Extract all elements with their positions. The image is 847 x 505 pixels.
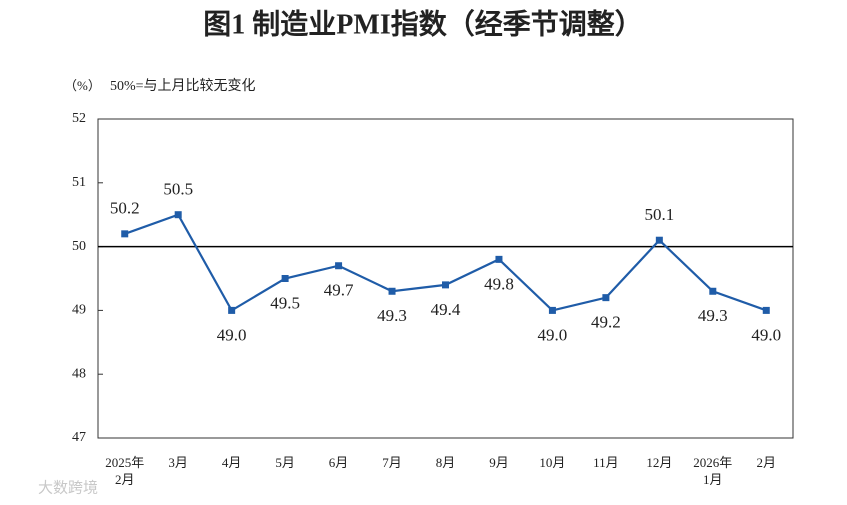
watermark: 大数跨境 [38, 478, 98, 496]
value-label: 49.0 [751, 325, 781, 344]
x-tick-label: 12月 [646, 455, 673, 470]
marker [388, 287, 396, 295]
marker [762, 306, 770, 314]
y-tick-label: 49 [72, 303, 86, 318]
plot-frame [97, 118, 794, 439]
x-tick-label: 2025年 2月 [105, 455, 145, 487]
chart-title: 图1 制造业PMI指数（经季节调整） [203, 7, 642, 40]
x-tick-label: 2月 [756, 455, 777, 470]
x-tick-label: 3月 [168, 455, 188, 470]
value-label: 49.3 [698, 306, 728, 325]
value-label: 49.4 [431, 300, 461, 319]
x-tick-label: 2026年 1月 [693, 455, 733, 487]
x-tick-label: 4月 [221, 455, 242, 470]
value-label: 50.5 [163, 180, 193, 199]
marker [281, 275, 289, 282]
annotation: 50%=与上月比较无变化 [110, 78, 256, 94]
value-label: 49.3 [377, 306, 407, 325]
x-tick-label: 6月 [328, 455, 349, 470]
value-label: 49.7 [324, 281, 354, 300]
value-label: 49.0 [217, 325, 247, 344]
x-tick-label: 9月 [489, 455, 509, 470]
marker [174, 211, 182, 219]
y-tick-label: 52 [72, 111, 86, 126]
value-label: 50.1 [644, 205, 674, 224]
x-tick-label: 10月 [539, 455, 566, 470]
y-tick-label: 50 [72, 239, 86, 254]
y-tick-label: 48 [72, 366, 86, 381]
marker [655, 236, 663, 244]
y-unit: （%） [64, 78, 101, 93]
marker [121, 230, 129, 238]
value-label: 49.8 [484, 274, 514, 293]
value-label: 50.2 [110, 199, 140, 218]
x-tick-label: 8月 [435, 455, 456, 470]
value-label: 49.0 [538, 325, 568, 344]
marker [442, 281, 449, 289]
value-label: 49.5 [270, 293, 300, 312]
y-tick-label: 47 [72, 430, 86, 445]
marker [709, 287, 717, 295]
value-label: 49.2 [591, 313, 621, 332]
x-tick-label: 7月 [382, 455, 402, 470]
marker [602, 294, 610, 302]
x-tick-label: 5月 [275, 455, 295, 470]
y-tick-label: 51 [72, 175, 86, 190]
marker [335, 262, 343, 270]
series-line [124, 213, 767, 312]
marker [228, 306, 236, 314]
x-tick-label: 11月 [593, 455, 619, 470]
marker [548, 306, 556, 314]
marker [495, 255, 503, 263]
